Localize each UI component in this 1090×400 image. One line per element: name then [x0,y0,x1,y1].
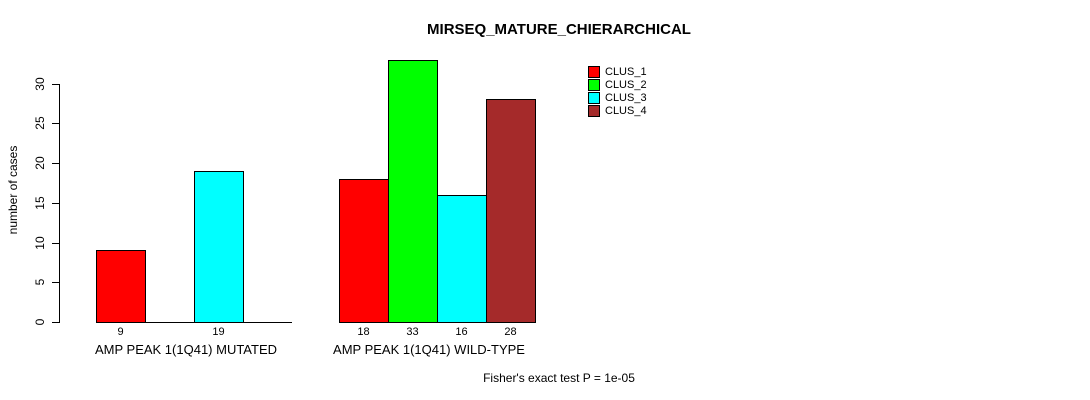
y-axis-tick [52,203,59,204]
chart-title: MIRSEQ_MATURE_CHIERARCHICAL [427,21,691,38]
bar-value-label: 9 [117,326,124,338]
bar-value-label: 19 [212,326,225,338]
legend-label: CLUS_4 [605,105,647,117]
legend-swatch [588,66,600,78]
y-axis-tick [52,282,59,283]
legend-swatch [588,105,600,117]
y-axis-tick [52,163,59,164]
y-axis-tick-label: 0 [33,318,47,326]
bar [437,195,487,323]
y-axis-tick [52,322,59,323]
y-axis-line [59,83,60,323]
bar-value-label: 33 [406,326,419,338]
bar [194,171,244,323]
bar [388,60,438,323]
legend-label: CLUS_2 [605,79,647,91]
y-axis-tick [52,243,59,244]
bar [339,179,389,323]
y-axis-tick [52,123,59,124]
footnote: Fisher's exact test P = 1e-05 [483,371,635,385]
bar [96,250,146,323]
legend-label: CLUS_3 [605,92,647,104]
y-axis-tick-label: 25 [33,116,47,130]
bar [486,99,536,323]
y-axis-tick-label: 20 [33,156,47,170]
legend-swatch [588,92,600,104]
bar-value-label: 18 [357,326,370,338]
y-axis-tick-label: 10 [33,236,47,250]
y-axis-tick-label: 5 [33,278,47,286]
y-axis-tick-label: 30 [33,77,47,91]
bar-value-label: 16 [455,326,468,338]
legend-label: CLUS_1 [605,66,647,78]
y-axis-tick [52,84,59,85]
legend-swatch [588,79,600,91]
bar-value-label: 28 [504,326,517,338]
group-label: AMP PEAK 1(1Q41) WILD-TYPE [333,342,525,357]
group-label: AMP PEAK 1(1Q41) MUTATED [94,342,278,357]
y-axis-tick-label: 15 [33,196,47,210]
